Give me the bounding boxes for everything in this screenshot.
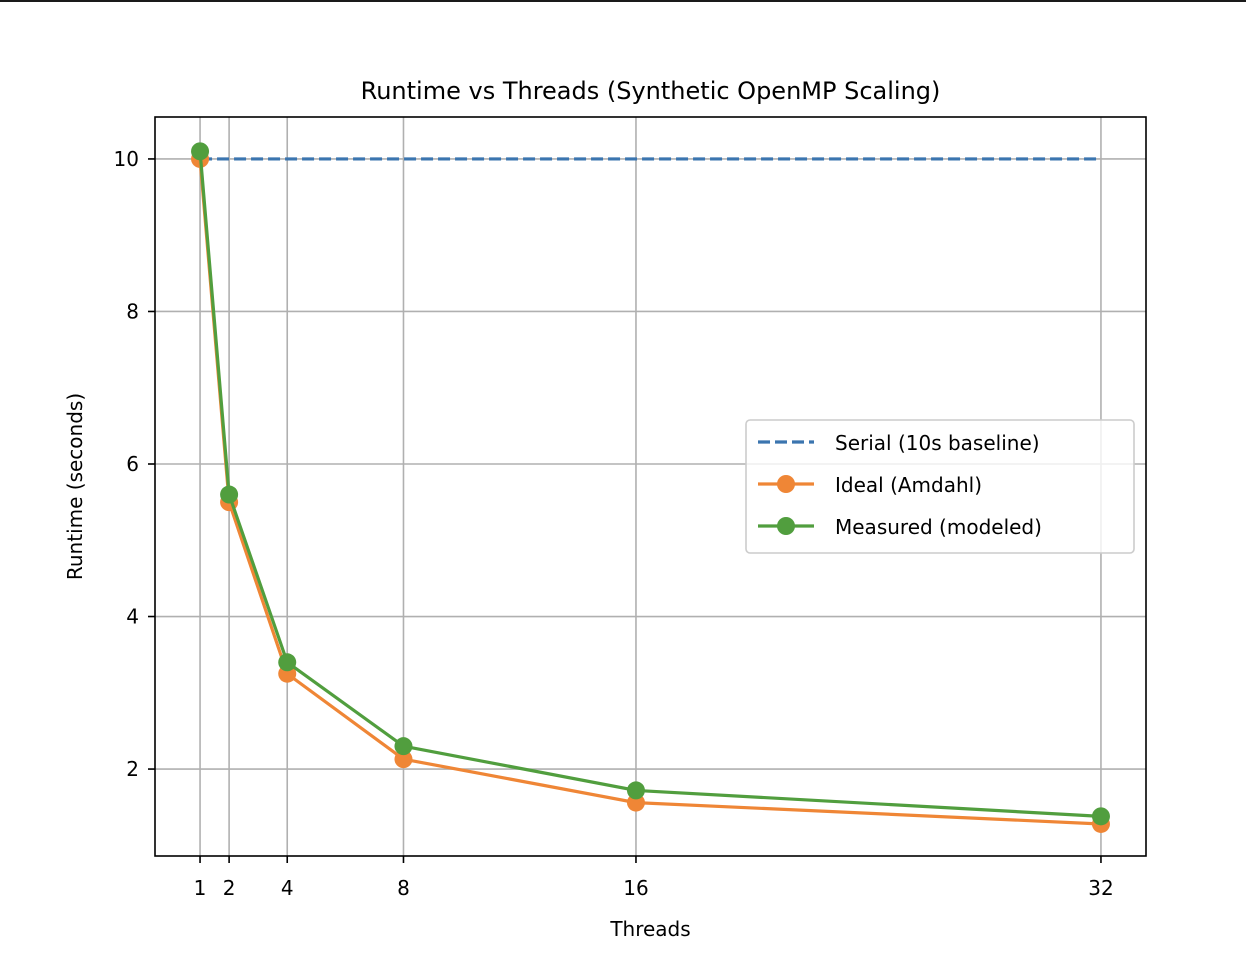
- y-axis-label: Runtime (seconds): [63, 393, 87, 580]
- data-point: [394, 750, 413, 769]
- plot-frame: [154, 116, 1147, 857]
- series-3: [191, 142, 1110, 826]
- legend-label: Serial (10s baseline): [835, 431, 1040, 455]
- x-tick-label: 4: [281, 876, 294, 900]
- x-tick-label: 8: [397, 876, 410, 900]
- y-tick-label: 6: [126, 452, 139, 476]
- legend-swatch-marker: [777, 517, 795, 535]
- top-border-line: [0, 0, 1246, 2]
- data-point: [191, 142, 210, 161]
- y-tick-label: 10: [114, 147, 139, 171]
- x-tick-label: 16: [623, 876, 648, 900]
- data-point: [220, 485, 239, 504]
- data-point: [1091, 807, 1110, 826]
- legend-box: [745, 419, 1135, 554]
- x-axis-label: Threads: [609, 917, 690, 941]
- legend: Serial (10s baseline) Ideal (Amdahl) Measu…: [745, 419, 1135, 554]
- y-tick-label: 2: [126, 757, 139, 781]
- legend-label: Ideal (Amdahl): [835, 473, 982, 497]
- x-tick-label: 1: [194, 876, 207, 900]
- series-line: [198, 149, 1103, 818]
- data-point: [626, 781, 645, 800]
- y-tick-label: 4: [126, 605, 139, 629]
- x-tick-label: 2: [223, 876, 236, 900]
- chart-title: Runtime vs Threads (Synthetic OpenMP Sca…: [361, 77, 941, 105]
- y-tick-label: 8: [126, 299, 139, 323]
- data-point: [278, 653, 297, 672]
- data-point: [394, 737, 413, 756]
- x-tick-label: 32: [1088, 876, 1113, 900]
- series-layer: [191, 142, 1110, 833]
- legend-swatch-marker: [777, 475, 795, 493]
- legend-label: Measured (modeled): [835, 515, 1042, 539]
